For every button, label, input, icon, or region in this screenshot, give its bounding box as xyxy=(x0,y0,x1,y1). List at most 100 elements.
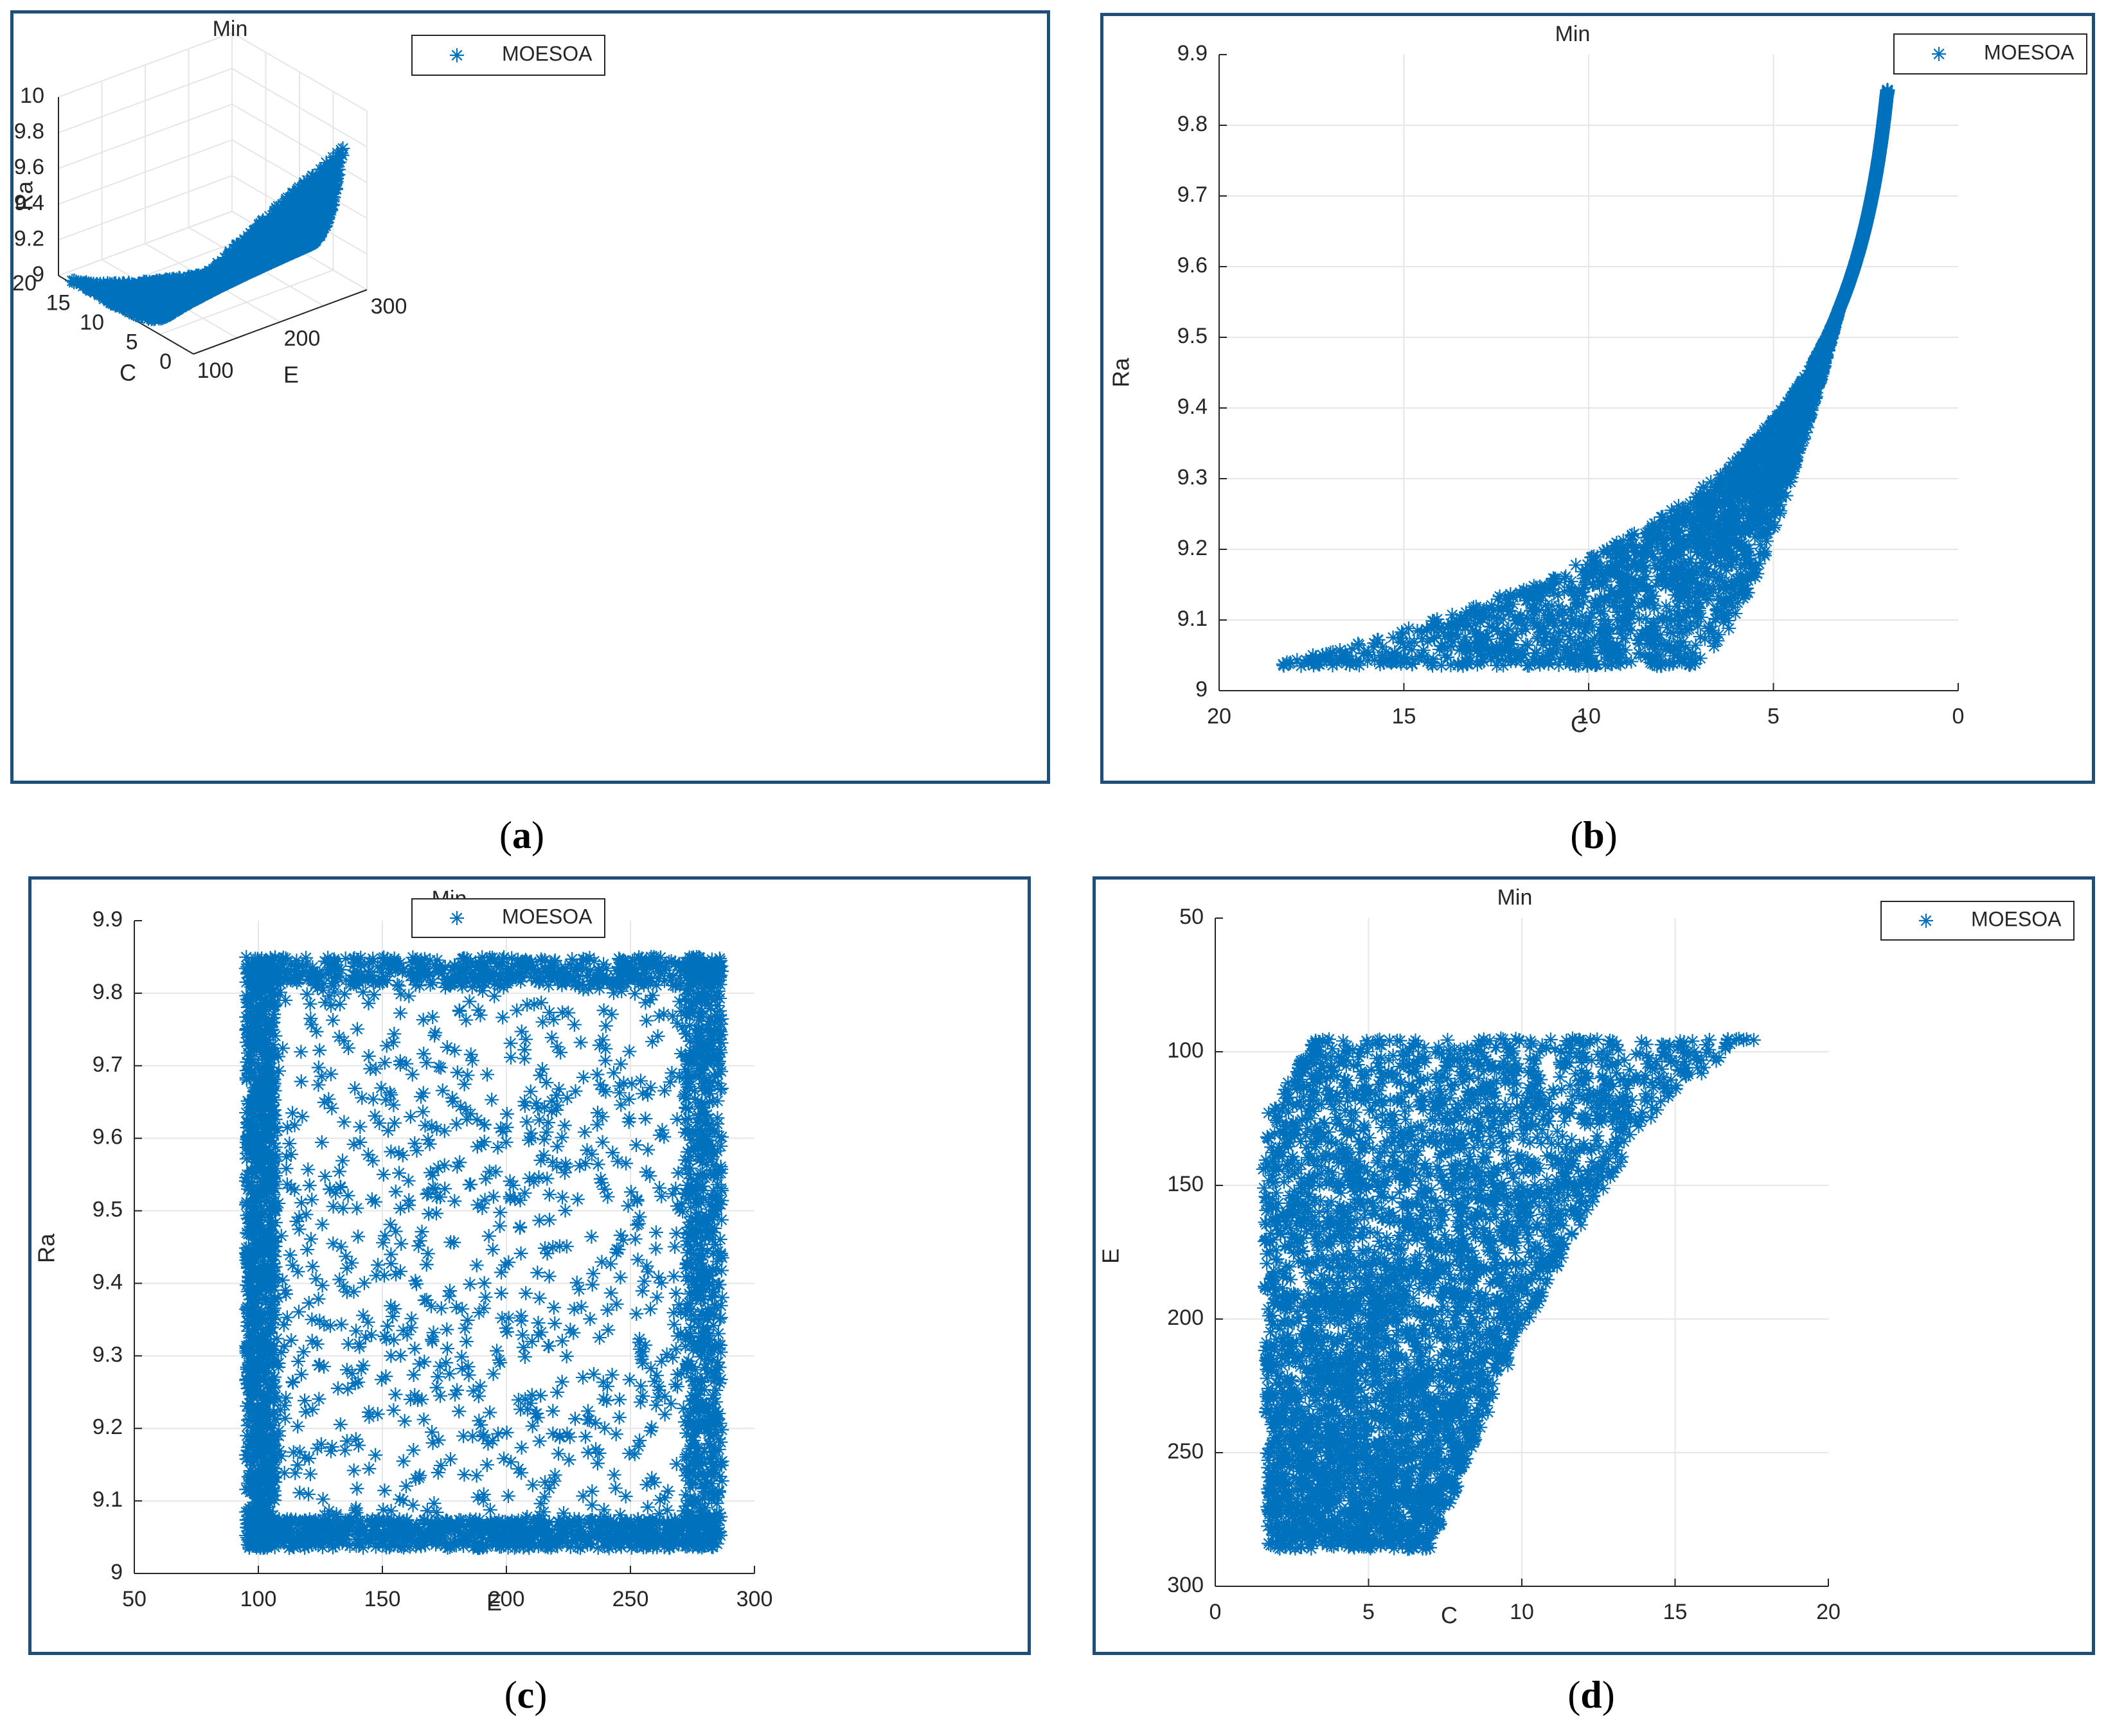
data-point xyxy=(281,218,296,233)
data-point xyxy=(237,232,252,247)
data-point xyxy=(301,195,316,210)
data-point xyxy=(174,282,188,297)
data-point xyxy=(229,239,244,254)
data-point xyxy=(105,295,120,309)
data-point xyxy=(285,238,299,253)
data-point xyxy=(274,223,289,238)
chart-panel-b: 20 15 10 5 0 9 9.1 9.2 9.3 9.4 9.5 9.6 9.7 9.8 9.9 Min C… xyxy=(1100,13,2095,784)
data-point xyxy=(235,254,250,269)
data-point xyxy=(122,281,137,296)
data-point xyxy=(1731,495,1746,509)
data-point xyxy=(296,177,311,192)
chart-a-svg: 1002003000510152099.29.49.69.810MinECRaM… xyxy=(13,17,605,388)
x-tick-label: 15 xyxy=(1392,704,1416,729)
data-point xyxy=(1306,658,1321,673)
data-point xyxy=(323,175,337,190)
data-point xyxy=(315,165,330,180)
data-point xyxy=(323,187,338,202)
data-point xyxy=(136,285,151,299)
data-point xyxy=(311,208,326,222)
data-point xyxy=(314,222,329,237)
data-point xyxy=(157,305,172,319)
data-point xyxy=(278,207,293,222)
data-point xyxy=(265,250,280,265)
data-point xyxy=(65,274,80,288)
data-point xyxy=(275,250,290,265)
data-point xyxy=(269,206,284,220)
data-point xyxy=(103,293,118,308)
data-point xyxy=(299,224,314,238)
data-point xyxy=(263,224,278,239)
data-point xyxy=(166,271,181,286)
data-point xyxy=(260,218,274,233)
data-point xyxy=(147,278,161,292)
data-point xyxy=(330,171,344,186)
data-point xyxy=(281,227,296,242)
data-point xyxy=(217,275,232,290)
data-point xyxy=(265,211,280,226)
data-point xyxy=(269,249,284,263)
data-point xyxy=(269,240,284,254)
y-axis-label: C xyxy=(120,360,136,386)
y-axis-label: Ra xyxy=(1108,357,1134,387)
data-point xyxy=(1506,597,1521,612)
data-point xyxy=(136,274,151,289)
legend-box xyxy=(411,35,605,76)
data-point xyxy=(1693,651,1708,666)
data-point xyxy=(1519,583,1534,598)
gridline-floor xyxy=(159,269,334,335)
x-axis-label: C xyxy=(1571,711,1587,738)
data-point xyxy=(1401,621,1416,636)
data-point xyxy=(236,244,251,258)
y-tick-label: 0 xyxy=(159,350,172,374)
data-point xyxy=(272,213,287,227)
data-point xyxy=(120,293,134,308)
data-point xyxy=(156,310,170,325)
data-point xyxy=(120,303,134,318)
data-point xyxy=(312,166,326,181)
data-point xyxy=(1459,643,1474,658)
data-point xyxy=(1663,603,1677,618)
data-point xyxy=(276,219,291,234)
data-point xyxy=(140,283,155,297)
legend-marker xyxy=(450,48,464,62)
data-point xyxy=(238,263,253,278)
data-point xyxy=(1515,624,1530,639)
data-point xyxy=(330,148,345,163)
y-tick-label: 9.4 xyxy=(1177,394,1208,419)
x-tick-label: 5 xyxy=(1767,704,1780,729)
chart-title: Min xyxy=(1555,22,1591,46)
data-point xyxy=(1659,611,1674,626)
data-point xyxy=(270,204,285,218)
data-point xyxy=(292,242,307,257)
data-point xyxy=(307,175,322,190)
data-point xyxy=(296,199,310,214)
data-point xyxy=(210,256,225,270)
data-point xyxy=(149,286,164,301)
data-point xyxy=(245,242,260,257)
data-point xyxy=(167,303,182,318)
data-point xyxy=(194,279,209,294)
data-point xyxy=(98,284,112,299)
data-point xyxy=(115,296,130,311)
data-point xyxy=(258,231,272,246)
data-point xyxy=(1527,604,1542,619)
y-tick-label: 9.6 xyxy=(1177,253,1208,278)
data-point xyxy=(1513,608,1528,623)
data-point xyxy=(290,184,305,199)
data-point xyxy=(1572,639,1587,653)
data-point xyxy=(271,199,285,213)
data-point xyxy=(96,292,111,306)
data-point xyxy=(1581,635,1596,650)
data-point xyxy=(165,287,179,301)
data-point xyxy=(170,302,184,317)
data-point xyxy=(317,213,332,228)
data-point xyxy=(1555,616,1570,630)
data-point xyxy=(288,227,303,242)
data-point xyxy=(206,263,221,278)
data-point xyxy=(1498,591,1513,606)
z-tick-label: 10 xyxy=(20,84,44,108)
data-point xyxy=(1603,657,1618,671)
data-point xyxy=(175,274,190,289)
data-point xyxy=(308,212,323,227)
